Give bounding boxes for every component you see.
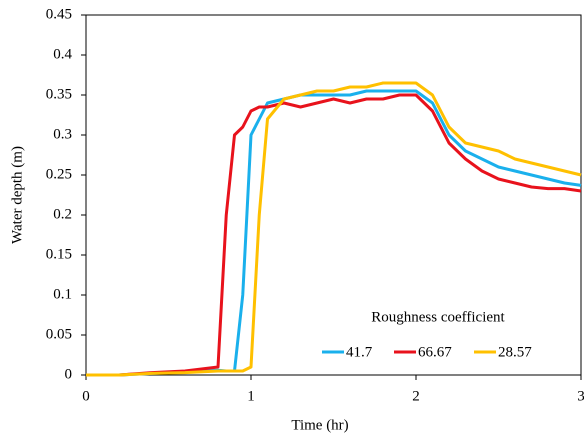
legend-label: 28.57 <box>498 344 532 360</box>
legend-title: Roughness coefficient <box>371 309 505 325</box>
y-tick-label: 0.15 <box>46 246 72 262</box>
plot-frame <box>85 14 582 376</box>
x-tick-label: 0 <box>82 388 90 404</box>
x-tick-label: 3 <box>577 388 584 404</box>
y-tick-label: 0.05 <box>46 326 72 342</box>
y-axis-label: Water depth (m) <box>9 146 25 244</box>
y-tick-label: 0.25 <box>46 166 72 182</box>
y-tick-label: 0.35 <box>46 86 72 102</box>
y-tick-label: 0.45 <box>46 6 72 22</box>
y-tick-label: 0.3 <box>53 126 72 142</box>
y-tick-label: 0.1 <box>53 286 72 302</box>
series-line <box>86 81 582 377</box>
x-tick-label: 1 <box>247 388 255 404</box>
y-tick-label: 0.4 <box>53 46 72 62</box>
legend-label: 41.7 <box>346 344 373 360</box>
series-line <box>86 93 582 377</box>
x-axis-label: Time (hr) <box>291 417 348 433</box>
series-line <box>86 89 582 377</box>
y-tick-label: 0 <box>65 366 73 382</box>
legend-label: 66.67 <box>418 344 452 360</box>
x-tick-label: 2 <box>412 388 420 404</box>
y-tick-label: 0.2 <box>53 206 72 222</box>
